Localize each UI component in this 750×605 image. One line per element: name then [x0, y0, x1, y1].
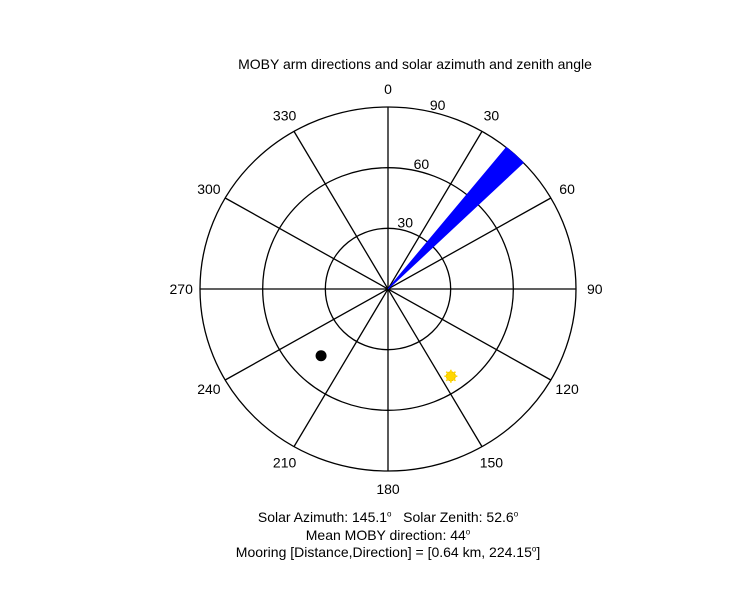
- moby-direction-line: Mean MOBY direction: 44o: [0, 527, 750, 543]
- angle-tick-label-330: 330: [273, 108, 297, 124]
- solar-info-line: Solar Azimuth: 145.1o Solar Zenith: 52.6…: [0, 509, 750, 525]
- angle-tick-label-120: 120: [555, 381, 579, 397]
- angle-tick-label-240: 240: [197, 381, 221, 397]
- angle-tick-label-270: 270: [170, 281, 194, 297]
- radial-tick-label-30: 30: [397, 214, 413, 230]
- polar-data: [315, 146, 524, 383]
- radial-tick-label-60: 60: [414, 156, 430, 172]
- angle-tick-label-300: 300: [197, 181, 221, 197]
- angle-tick-label-30: 30: [484, 108, 500, 124]
- polar-labels: 0 30 60 90 120 150 180 210 240 270 300 330 30 60 90: [170, 81, 603, 497]
- degree-mark: o: [387, 509, 392, 519]
- radial-tick-label-90: 90: [430, 97, 446, 113]
- angle-tick-label-60: 60: [559, 181, 575, 197]
- angle-tick-label-210: 210: [273, 454, 297, 470]
- angle-tick-label-90: 90: [587, 281, 603, 297]
- solar-azimuth-text: Solar Azimuth: 145.1: [257, 509, 388, 525]
- sun-marker-ray: [445, 371, 450, 375]
- moby-direction-text: Mean MOBY direction: 44: [305, 527, 466, 543]
- sun-marker-ray: [452, 371, 457, 375]
- angle-tick-label-0: 0: [384, 81, 392, 97]
- sun-marker-ray: [452, 377, 457, 382]
- degree-mark: o: [465, 527, 471, 537]
- angle-tick-label-180: 180: [376, 481, 400, 497]
- angle-tick-label-150: 150: [480, 454, 504, 470]
- chart-title: MOBY arm directions and solar azimuth an…: [238, 56, 592, 72]
- degree-mark: o: [513, 509, 519, 519]
- solar-zenith-text: Solar Zenith: 52.6: [403, 509, 514, 525]
- mooring-line: Mooring [Distance,Direction] = [0.64 km,…: [0, 544, 750, 560]
- mooring-text: Mooring [Distance,Direction] = [0.64 km,…: [235, 544, 532, 560]
- mooring-marker: [315, 350, 327, 362]
- degree-mark: o: [531, 544, 537, 554]
- mooring-suffix: ]: [536, 544, 541, 560]
- moby-arm-wedge: [387, 146, 524, 290]
- sun-marker: [444, 369, 458, 383]
- sun-marker-ray: [445, 377, 450, 382]
